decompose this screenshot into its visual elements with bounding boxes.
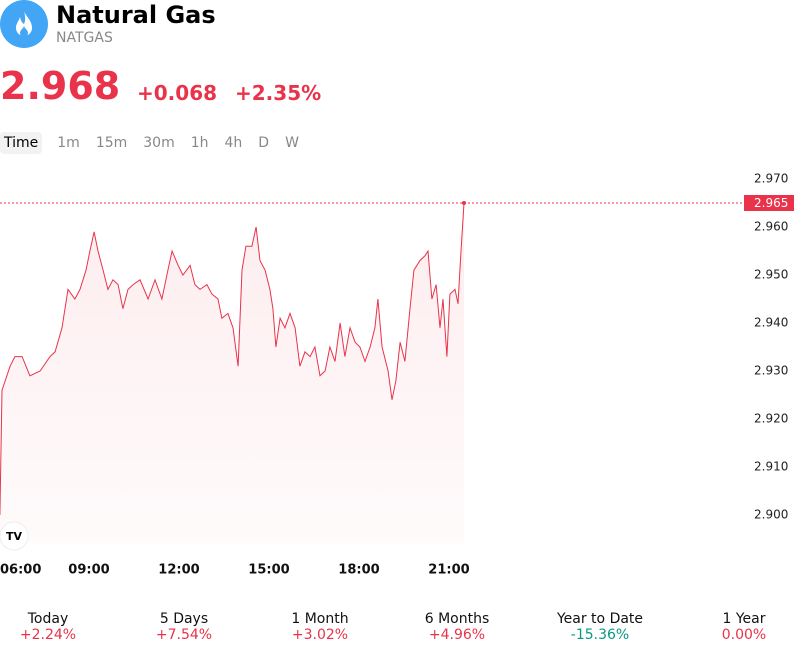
performance-item: Year to Date -15.36% [530, 611, 670, 643]
timeframe-tabs: Time 1m 15m 30m 1h 4h D W [0, 132, 307, 154]
y-tick-label: 2.910 [754, 460, 788, 474]
y-tick-label: 2.960 [754, 220, 788, 234]
timeframe-tab[interactable]: 1m [57, 135, 80, 151]
instrument-name: Natural Gas [56, 1, 216, 29]
price: 2.968 [0, 64, 121, 108]
performance-label: Today [27, 611, 69, 627]
performance-label: 6 Months [424, 611, 490, 627]
y-tick-label: 2.900 [754, 508, 788, 522]
performance-value: +3.02% [291, 627, 349, 643]
tv-logo[interactable]: TV [0, 521, 29, 551]
y-tick-label: 2.970 [754, 172, 788, 186]
performance-item: 5 Days +7.54% [114, 611, 254, 643]
instrument-symbol: NATGAS [56, 30, 113, 46]
timeframe-tab[interactable]: 1h [190, 135, 209, 151]
x-tick-label: 09:00 [68, 563, 109, 578]
timeframe-tab[interactable]: Time [0, 132, 43, 154]
performance-item: 6 Months +4.96% [387, 611, 527, 643]
x-tick-label: 18:00 [338, 563, 379, 578]
performance-value: +4.96% [428, 627, 486, 643]
price-change: +0.068 [137, 81, 218, 105]
performance-value: -15.36% [570, 627, 630, 643]
performance-value: +2.24% [19, 627, 77, 643]
last-price-dot [462, 201, 466, 205]
timeframe-tab[interactable]: 4h [224, 135, 243, 151]
gas-icon [0, 0, 48, 48]
performance-item: 1 Year 0.00% [674, 611, 800, 643]
timeframe-tab[interactable]: 15m [95, 135, 128, 151]
price-area [0, 203, 464, 544]
last-price-label: 2.965 [754, 196, 788, 210]
x-tick-label: 15:00 [248, 563, 289, 578]
performance-item: 1 Month +3.02% [250, 611, 390, 643]
performance-value: +7.54% [155, 627, 213, 643]
performance-item: Today +2.24% [0, 611, 118, 643]
price-change-percent: +2.35% [235, 81, 322, 105]
y-tick-label: 2.940 [754, 316, 788, 330]
y-tick-label: 2.950 [754, 268, 788, 282]
x-tick-label: 21:00 [428, 563, 469, 578]
performance-label: 5 Days [159, 611, 209, 627]
x-tick-label: 06:00 [0, 563, 41, 578]
timeframe-tab[interactable]: D [258, 135, 270, 151]
y-tick-label: 2.920 [754, 412, 788, 426]
performance-label: 1 Month [291, 611, 349, 627]
performance-label: Year to Date [556, 611, 644, 627]
last-price-tag [744, 195, 794, 211]
svg-text:TV: TV [6, 530, 23, 543]
x-tick-label: 12:00 [158, 563, 199, 578]
y-tick-label: 2.930 [754, 364, 788, 378]
timeframe-tab[interactable]: 30m [143, 135, 175, 151]
timeframe-tab[interactable]: W [285, 135, 299, 151]
price-line [0, 202, 465, 516]
performance-label: 1 Year [722, 611, 766, 627]
performance-value: 0.00% [721, 627, 767, 643]
